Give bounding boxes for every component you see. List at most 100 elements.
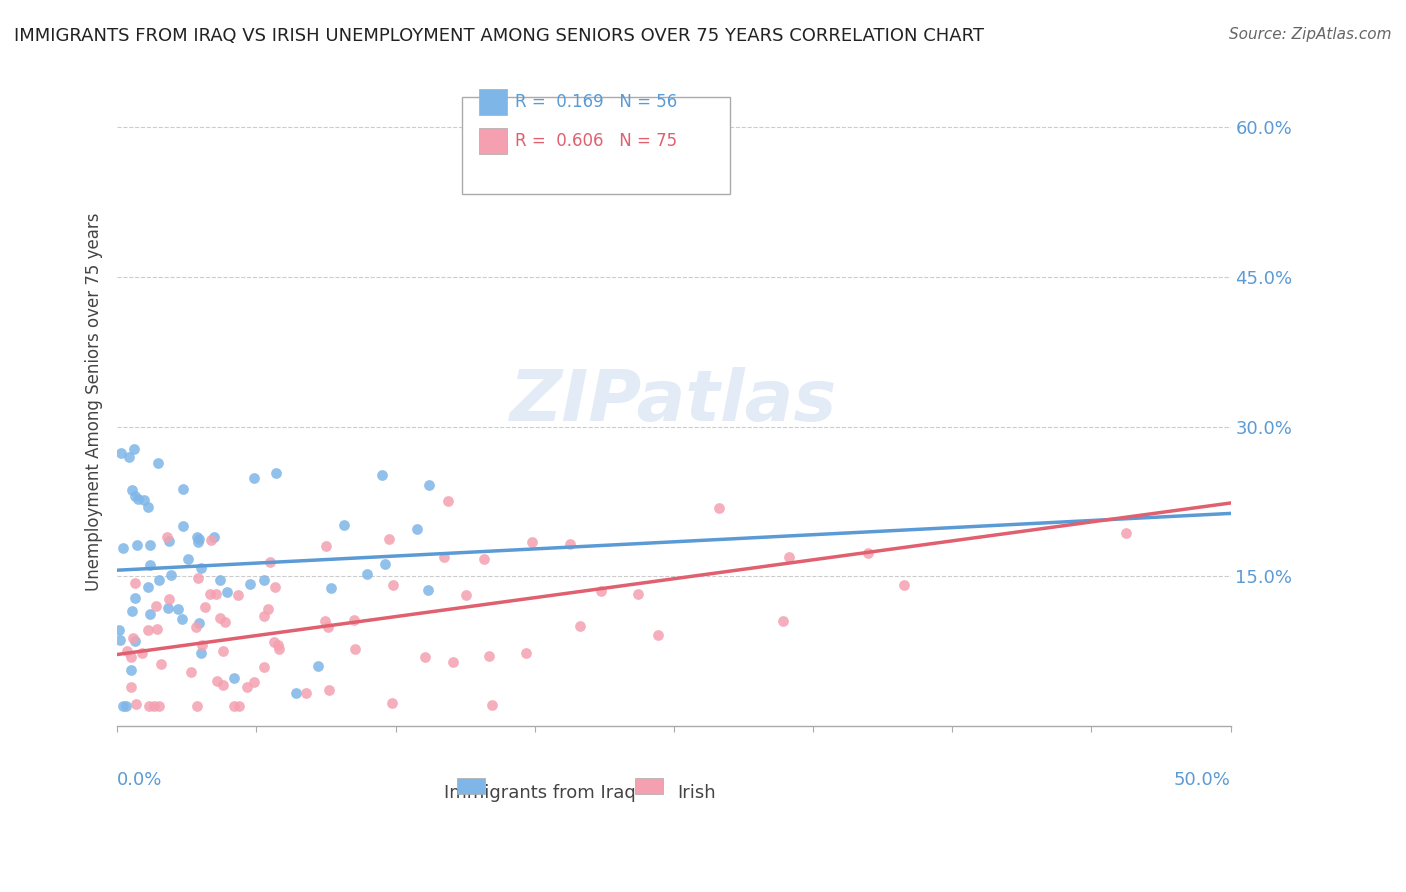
Point xyxy=(371,468,394,483)
Point xyxy=(202,530,225,544)
Point xyxy=(120,649,142,664)
Point xyxy=(190,646,212,660)
Point xyxy=(378,532,401,546)
Point xyxy=(263,580,285,594)
Point xyxy=(856,545,879,559)
Point xyxy=(381,696,404,710)
Point xyxy=(198,587,221,601)
Point xyxy=(333,517,356,532)
Point xyxy=(156,530,179,544)
Point xyxy=(205,673,228,688)
Point xyxy=(418,583,440,598)
Point xyxy=(211,644,233,658)
Point xyxy=(224,672,246,686)
Point xyxy=(138,538,160,552)
Point xyxy=(236,681,259,695)
Point xyxy=(115,698,138,713)
Point xyxy=(124,697,146,711)
Point xyxy=(170,612,193,626)
Point xyxy=(139,607,162,621)
Point xyxy=(707,501,730,516)
Point xyxy=(228,698,250,713)
Point xyxy=(160,567,183,582)
Point xyxy=(120,680,142,694)
Point xyxy=(124,591,146,606)
Point xyxy=(188,533,211,547)
Point xyxy=(136,580,159,594)
Point xyxy=(374,558,396,572)
Point xyxy=(243,471,266,485)
Point xyxy=(568,619,591,633)
Point xyxy=(124,490,146,504)
Point xyxy=(208,573,231,587)
Point xyxy=(148,573,170,587)
Point xyxy=(172,519,194,533)
Point xyxy=(187,571,209,585)
FancyBboxPatch shape xyxy=(636,778,662,794)
Point xyxy=(778,549,800,564)
Point xyxy=(187,534,209,549)
Point xyxy=(214,615,236,629)
Point xyxy=(180,665,202,679)
Point xyxy=(627,587,650,601)
Point xyxy=(200,533,222,548)
Point xyxy=(257,601,280,615)
Point xyxy=(647,628,669,642)
Point xyxy=(136,623,159,637)
FancyBboxPatch shape xyxy=(463,97,730,194)
Point xyxy=(591,583,613,598)
Text: 50.0%: 50.0% xyxy=(1174,772,1230,789)
Point xyxy=(222,698,245,713)
Point xyxy=(186,530,208,544)
Point xyxy=(122,442,145,456)
Point xyxy=(110,633,132,648)
Point xyxy=(316,620,339,634)
Point xyxy=(456,588,478,602)
Point xyxy=(184,619,207,633)
Point xyxy=(433,549,456,564)
Point xyxy=(157,533,180,548)
Point xyxy=(122,632,145,646)
Point xyxy=(285,686,308,700)
Point xyxy=(315,539,337,553)
Point xyxy=(382,578,405,592)
Text: R =  0.606   N = 75: R = 0.606 N = 75 xyxy=(515,132,676,150)
Point xyxy=(108,623,131,637)
Text: Irish: Irish xyxy=(676,784,716,802)
Point xyxy=(314,614,336,628)
Point xyxy=(253,660,276,674)
Point xyxy=(148,698,170,713)
Point xyxy=(146,456,169,470)
Point xyxy=(418,478,440,492)
Point xyxy=(212,678,235,692)
Point xyxy=(131,646,153,660)
Text: IMMIGRANTS FROM IRAQ VS IRISH UNEMPLOYMENT AMONG SENIORS OVER 75 YEARS CORRELATI: IMMIGRANTS FROM IRAQ VS IRISH UNEMPLOYME… xyxy=(14,27,984,45)
FancyBboxPatch shape xyxy=(457,778,485,794)
FancyBboxPatch shape xyxy=(479,89,508,115)
Point xyxy=(560,537,582,551)
Point xyxy=(115,644,138,658)
Point xyxy=(253,608,276,623)
Point xyxy=(110,446,132,460)
Point xyxy=(172,483,194,497)
Point xyxy=(121,604,143,618)
Point xyxy=(138,698,160,713)
Point xyxy=(267,639,290,653)
Point xyxy=(413,650,436,665)
Point xyxy=(121,483,143,497)
Text: Source: ZipAtlas.com: Source: ZipAtlas.com xyxy=(1229,27,1392,42)
Point xyxy=(1115,525,1137,540)
Point xyxy=(111,541,134,555)
Point xyxy=(319,581,342,595)
Point xyxy=(263,634,285,648)
Point xyxy=(138,558,160,572)
Point xyxy=(441,655,464,669)
Point xyxy=(120,663,142,677)
Point xyxy=(146,622,169,636)
Point xyxy=(167,602,190,616)
Point xyxy=(481,698,503,713)
Point xyxy=(343,642,366,657)
Point xyxy=(259,555,281,569)
Point xyxy=(143,698,166,713)
Point xyxy=(208,610,231,624)
